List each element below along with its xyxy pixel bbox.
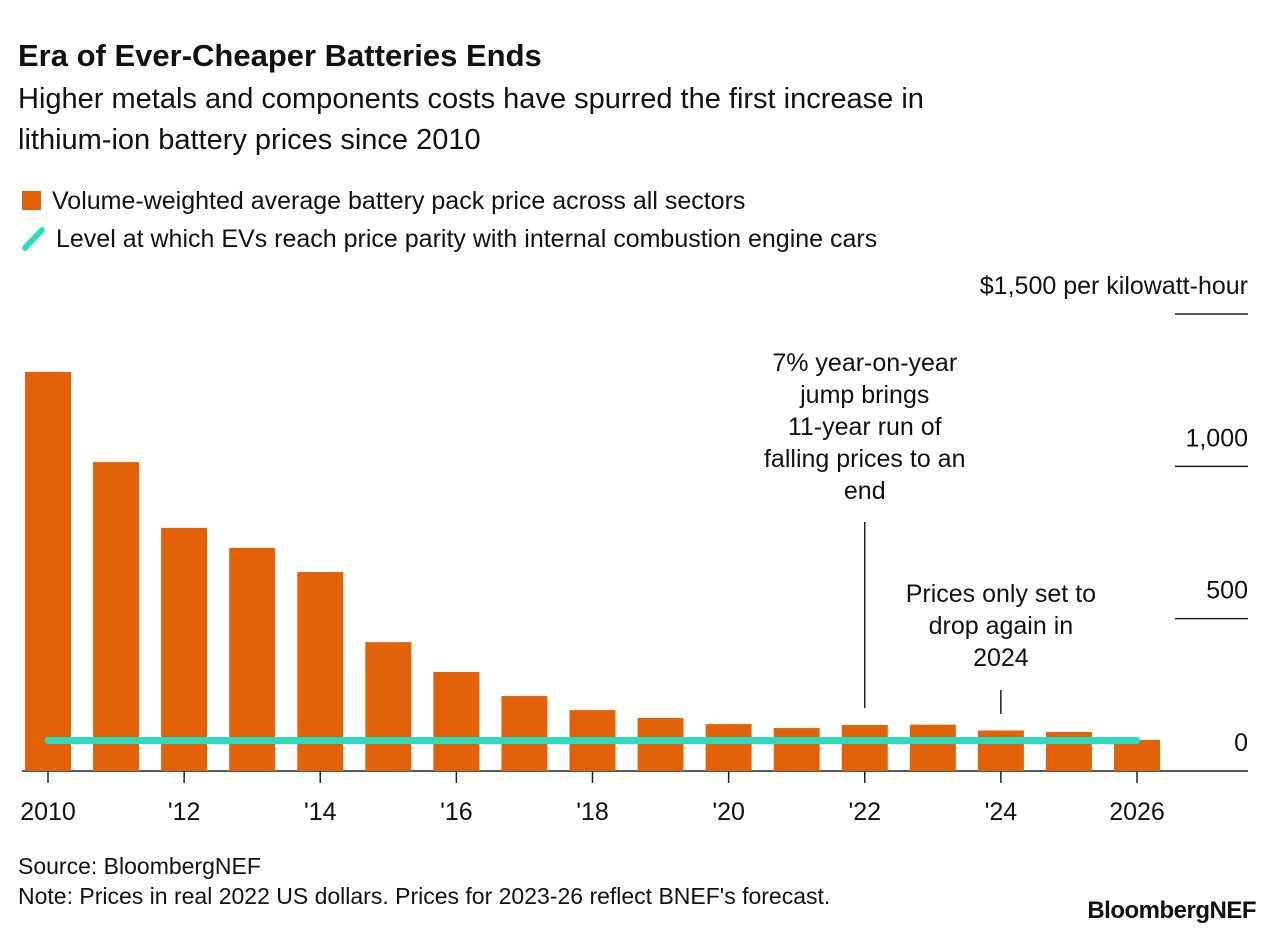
logo: BloombergNEF <box>1087 897 1256 924</box>
x-tick-label: '24 <box>985 798 1018 826</box>
bar <box>433 671 480 771</box>
annotation: 2024 <box>973 644 1029 672</box>
bar <box>161 527 208 771</box>
subtitle: Higher metals and components costs have … <box>18 83 924 115</box>
bar <box>229 547 276 771</box>
y-tick-label: 1,000 <box>1185 424 1248 452</box>
bar <box>1114 739 1160 771</box>
annotation: jump brings <box>799 381 929 409</box>
bar <box>501 696 548 771</box>
x-tick-label: '16 <box>440 798 473 826</box>
bar <box>25 371 71 771</box>
annotation: Prices only set to <box>906 580 1096 608</box>
legend-swatch <box>22 227 45 251</box>
x-tick-label: 2010 <box>20 798 76 826</box>
legend-swatch <box>22 191 41 210</box>
x-tick-label: '12 <box>168 798 201 826</box>
source: Source: BloombergNEF <box>18 853 261 879</box>
bar <box>841 724 888 771</box>
x-tick-label: '22 <box>848 798 881 826</box>
y-tick-label: 0 <box>1234 729 1248 757</box>
bar <box>637 717 684 771</box>
annotation: 11-year run of <box>788 413 942 441</box>
legend-label: Volume-weighted average battery pack pri… <box>52 187 745 215</box>
bar <box>365 642 412 771</box>
bar <box>909 724 956 771</box>
annotation: 7% year-on-year <box>772 349 957 377</box>
bar <box>93 462 140 771</box>
x-tick-label: '14 <box>304 798 337 826</box>
annotation: end <box>844 477 886 505</box>
bar <box>705 724 752 771</box>
chart-title: Era of Ever-Cheaper Batteries Ends <box>18 38 542 73</box>
x-tick-label: 2026 <box>1109 798 1165 826</box>
annotation: drop again in <box>929 612 1074 640</box>
note: Note: Prices in real 2022 US dollars. Pr… <box>18 883 830 909</box>
x-tick-label: '20 <box>712 798 745 826</box>
subtitle: lithium-ion battery prices since 2010 <box>18 124 481 156</box>
bar <box>977 730 1024 771</box>
annotation: falling prices to an <box>764 445 966 473</box>
bar <box>773 728 820 771</box>
x-tick-label: '18 <box>576 798 609 826</box>
y-tick-label: $1,500 per kilowatt-hour <box>980 272 1248 300</box>
legend-label: Level at which EVs reach price parity wi… <box>56 225 877 253</box>
y-tick-label: 500 <box>1206 577 1248 605</box>
